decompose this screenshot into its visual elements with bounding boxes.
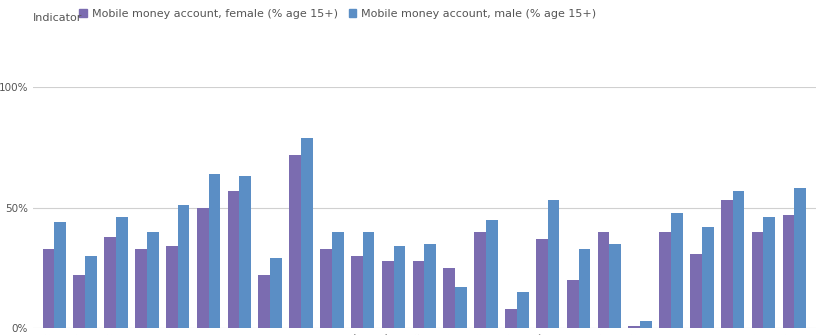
Bar (412, 261, 424, 328)
Legend: Mobile money account, female (% age 15+), Mobile money account, male (% age 15+): Mobile money account, female (% age 15+)… (79, 9, 595, 19)
Bar (547, 200, 559, 328)
Bar (319, 249, 332, 328)
Bar (393, 246, 405, 328)
Bar (609, 244, 620, 328)
Bar (74, 275, 85, 328)
Bar (332, 232, 343, 328)
Bar (577, 249, 590, 328)
Bar (424, 244, 436, 328)
Bar (289, 155, 301, 328)
Bar (455, 287, 466, 328)
Bar (690, 254, 701, 328)
Bar (43, 249, 54, 328)
Bar (116, 217, 128, 328)
Bar (239, 176, 251, 328)
Bar (486, 220, 497, 328)
Bar (701, 227, 713, 328)
Bar (258, 275, 270, 328)
Bar (627, 326, 640, 328)
Bar (794, 188, 805, 328)
Bar (762, 217, 774, 328)
Bar (751, 232, 762, 328)
Bar (135, 249, 147, 328)
Bar (165, 246, 178, 328)
Bar (536, 239, 547, 328)
Bar (658, 232, 670, 328)
Bar (731, 191, 744, 328)
Bar (104, 237, 116, 328)
Bar (781, 215, 794, 328)
Bar (670, 212, 682, 328)
Bar (505, 309, 516, 328)
Bar (270, 258, 282, 328)
Bar (208, 174, 220, 328)
Bar (516, 292, 528, 328)
Bar (147, 232, 158, 328)
Bar (54, 222, 66, 328)
Bar (178, 205, 189, 328)
Bar (640, 321, 651, 328)
Bar (197, 208, 208, 328)
Bar (382, 261, 393, 328)
Bar (301, 138, 312, 328)
Bar (720, 200, 731, 328)
Bar (362, 232, 374, 328)
Bar (566, 280, 577, 328)
Bar (597, 232, 609, 328)
Bar (443, 268, 455, 328)
Bar (85, 256, 97, 328)
Bar (228, 191, 239, 328)
Bar (351, 256, 362, 328)
Text: Indicator: Indicator (33, 13, 82, 23)
Bar (473, 232, 486, 328)
